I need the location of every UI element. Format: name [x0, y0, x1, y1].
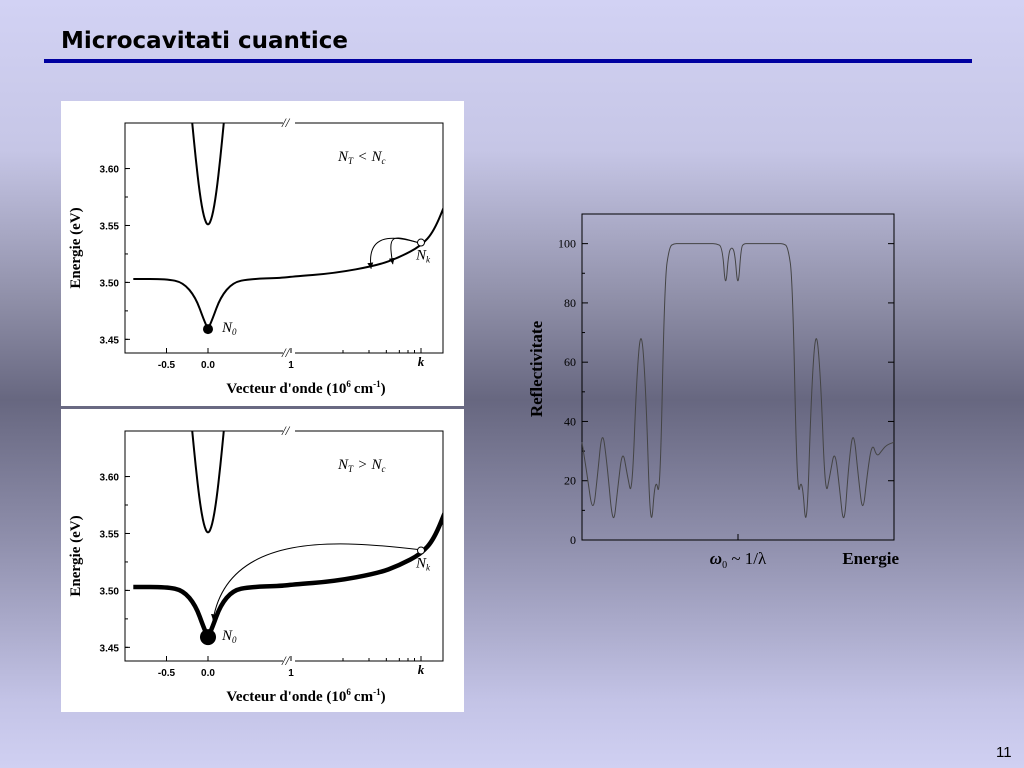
- x-axis-label: Vecteur d'onde (106 cm-1): [226, 687, 385, 705]
- y-tick-label: 40: [564, 414, 576, 428]
- point-n0: [200, 629, 216, 646]
- axis-break-gap: [283, 118, 295, 128]
- dispersion-chart-top-svg: // // 3.45 3.50 3.55 3.60 -0.5 0.0 1 k Vecteur d'o…: [68, 115, 444, 397]
- x-tick-label: 1: [288, 668, 294, 679]
- y-tick-label: 3.60: [100, 473, 120, 484]
- y-tick-label: 3.60: [100, 165, 120, 176]
- y-tick-label: 20: [564, 474, 576, 488]
- x-axis-label: Vecteur d'onde (106 cm-1): [226, 379, 385, 397]
- point-label-nk: Nk: [415, 556, 431, 573]
- y-tick-label: 3.55: [100, 221, 120, 232]
- y-tick-label: 0: [570, 533, 576, 547]
- series-lower-branch: [133, 206, 443, 328]
- plot-frame: [124, 430, 444, 662]
- scattering-arrow: [367, 237, 419, 269]
- condition-annotation: NT > Nc: [337, 457, 386, 474]
- series-lower-branch: [133, 511, 443, 637]
- page-number: 11: [996, 744, 1012, 761]
- x-tick-label: 0.0: [201, 668, 215, 679]
- y-axis-label: Energie (eV): [68, 207, 84, 288]
- y-tick-label: 60: [564, 355, 576, 369]
- axis-break-gap: [283, 426, 295, 436]
- axis-break-gap: [283, 348, 295, 358]
- axis-break-mark: //: [281, 423, 291, 438]
- point-n0: [203, 324, 213, 335]
- reflectivity-chart-svg: 0 20 40 60 80 100 Reflectivitate ω0 ~ 1/λ Energi…: [527, 213, 899, 571]
- point-nk: [417, 238, 425, 247]
- reflectivity-chart: 0 20 40 60 80 100 Reflectivitate ω0 ~ 1/λ Energi…: [520, 205, 910, 575]
- scattering-arrow: [211, 543, 419, 621]
- point-label-n0: N0: [221, 628, 237, 645]
- x-tick-label: -0.5: [158, 668, 176, 679]
- x-marker-label: ω0 ~ 1/λ: [710, 549, 767, 571]
- title-underline: [44, 59, 972, 63]
- y-tick-label: 3.50: [100, 278, 120, 289]
- dispersion-chart-top: // // 3.45 3.50 3.55 3.60 -0.5 0.0 1 k Vecteur d'o…: [61, 101, 464, 406]
- y-axis-label: Energie (eV): [68, 515, 84, 596]
- condition-annotation: NT < Nc: [337, 149, 386, 166]
- scattering-arrow: [388, 237, 419, 265]
- axis-break-mark: //: [281, 345, 291, 360]
- y-tick-label: 3.55: [100, 529, 120, 540]
- x-tick-label-k: k: [418, 354, 425, 369]
- x-tick-label-k: k: [418, 662, 425, 677]
- x-tick-label: 0.0: [201, 360, 215, 371]
- y-tick-label: 80: [564, 296, 576, 310]
- x-axis-label: Energie: [842, 549, 899, 568]
- slide-title: Microcavitati cuantice: [61, 28, 348, 54]
- y-tick-label: 3.45: [100, 643, 120, 654]
- axis-break-mark: //: [281, 653, 291, 668]
- y-tick-label: 3.50: [100, 586, 120, 597]
- series-upper-branch: [191, 431, 225, 534]
- dispersion-chart-bottom-svg: // // 3.45 3.50 3.55 3.60 -0.5 0.0 1 k Vecteur d'o…: [68, 423, 444, 705]
- axis-break-gap: [283, 656, 295, 666]
- point-nk: [417, 546, 425, 555]
- point-label-nk: Nk: [415, 248, 431, 265]
- reflectivity-line: [581, 243, 895, 519]
- series-upper-branch: [191, 123, 225, 226]
- y-tick-label: 3.45: [100, 335, 120, 346]
- y-tick-label: 100: [558, 237, 576, 251]
- dispersion-chart-bottom: // // 3.45 3.50 3.55 3.60 -0.5 0.0 1 k Vecteur d'o…: [61, 409, 464, 712]
- x-tick-label: 1: [288, 360, 294, 371]
- x-tick-label: -0.5: [158, 360, 176, 371]
- y-axis-label: Reflectivitate: [527, 320, 546, 417]
- point-label-n0: N0: [221, 320, 237, 337]
- axis-break-mark: //: [281, 115, 291, 130]
